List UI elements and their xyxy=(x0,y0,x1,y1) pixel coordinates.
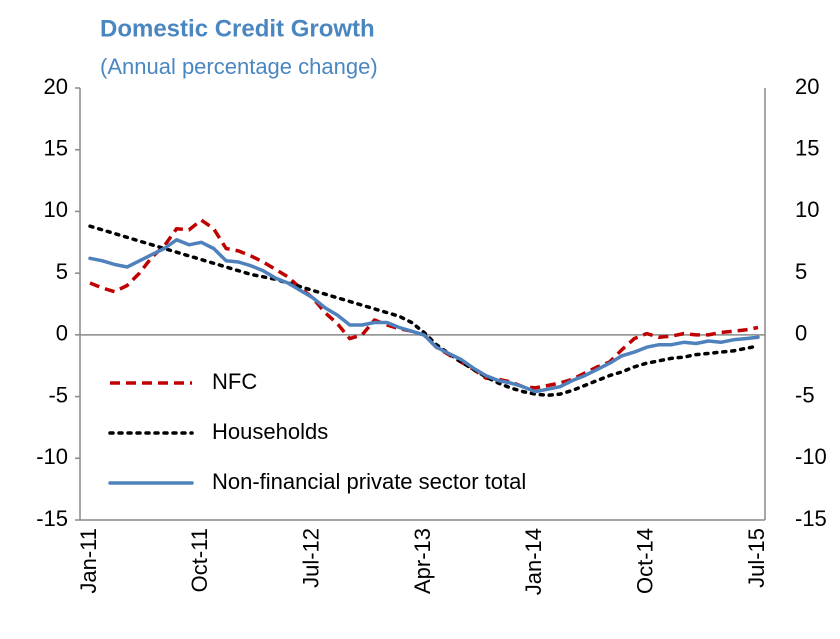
x-tick-label: Oct-14 xyxy=(632,528,657,594)
y-tick-label: 15 xyxy=(44,136,68,161)
y2-tick-label: 5 xyxy=(795,259,807,284)
series-line xyxy=(88,238,760,394)
x-tick-label: Jul-12 xyxy=(298,528,323,588)
x-tick-label: Jan-11 xyxy=(76,528,101,594)
chart-subtitle: (Annual percentage change) xyxy=(100,54,378,79)
y-tick-label: -15 xyxy=(36,506,68,531)
y2-tick-label: 10 xyxy=(795,197,819,222)
legend-label: Non-financial private sector total xyxy=(212,469,526,494)
x-tick-label: Apr-13 xyxy=(410,528,435,594)
y2-tick-label: 20 xyxy=(795,74,819,99)
y2-tick-label: -5 xyxy=(795,382,815,407)
y2-tick-label: 0 xyxy=(795,321,807,346)
legend-label: Households xyxy=(212,419,328,444)
y2-tick-label: -10 xyxy=(795,444,827,469)
y-tick-label: 5 xyxy=(56,259,68,284)
y-tick-label: 0 xyxy=(56,321,68,346)
y-tick-label: -10 xyxy=(36,444,68,469)
y-tick-label: 20 xyxy=(44,74,68,99)
y2-tick-label: 15 xyxy=(795,136,819,161)
x-tick-label: Jan-14 xyxy=(521,528,546,595)
legend-label: NFC xyxy=(212,369,257,394)
x-tick-label: Oct-11 xyxy=(187,528,212,592)
y-tick-label: -5 xyxy=(48,382,68,407)
series-line xyxy=(88,224,760,398)
chart-title: Domestic Credit Growth xyxy=(100,15,375,42)
x-tick-label: Jul-15 xyxy=(744,528,769,588)
y-tick-label: 10 xyxy=(44,197,68,222)
y2-tick-label: -15 xyxy=(795,506,827,531)
